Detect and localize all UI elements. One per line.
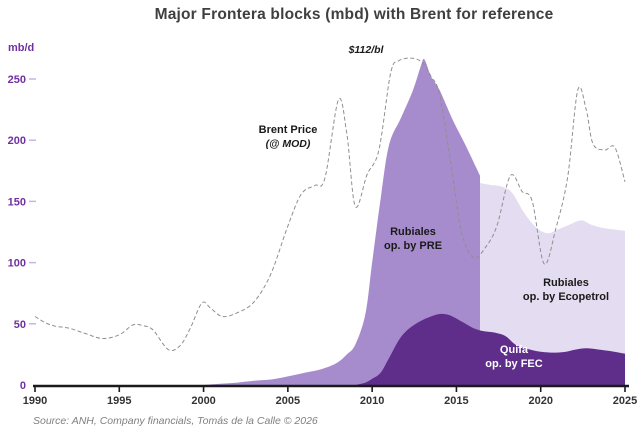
quifa-label-line2: op. by FEC [485, 357, 543, 370]
rubiales-pre-label-line1: Rubiales [390, 226, 436, 238]
brent-price-label-line1: Brent Price [258, 124, 318, 136]
svg-text:150: 150 [8, 196, 26, 208]
svg-text:50: 50 [14, 319, 26, 331]
brent-price-label: Brent Price (@ MOD) [259, 124, 318, 151]
svg-text:2005: 2005 [276, 395, 300, 407]
rubiales-ecopetrol-area [480, 183, 625, 385]
svg-text:2010: 2010 [360, 395, 384, 407]
svg-text:250: 250 [8, 74, 26, 86]
rubiales-pre-label: Rubiales op. by PRE [384, 226, 442, 253]
svg-text:2025: 2025 [613, 395, 637, 407]
rubiales-ecopetrol-label: Rubiales op. by Ecopetrol [523, 277, 609, 304]
svg-text:200: 200 [8, 135, 26, 147]
svg-text:2000: 2000 [191, 395, 215, 407]
svg-text:0: 0 [20, 380, 26, 392]
chart-title: Major Frontera blocks (mbd) with Brent f… [154, 6, 554, 23]
rubiales-ecopetrol-label-line2: op. by Ecopetrol [522, 290, 610, 303]
rubiales-ecopetrol-label-line1: Rubiales [543, 277, 589, 289]
svg-text:1990: 1990 [23, 395, 47, 407]
quifa-label-line1: Quifa [499, 344, 529, 356]
quifa-label: Quifa op. by FEC [485, 344, 542, 371]
rubiales-pre-label-line2: op. by PRE [383, 239, 443, 252]
price-peak-annotation: $112/bl [348, 44, 384, 56]
svg-text:2015: 2015 [444, 395, 468, 407]
brent-price-label-line2: (@ MOD) [265, 137, 311, 150]
rubiales-pre-area [203, 58, 480, 385]
quifa-area [355, 313, 625, 385]
y-axis-unit-label: mb/d [8, 42, 35, 54]
source-note: Source: ANH, Company financials, Tomás d… [33, 415, 318, 427]
axes: 1990 1995 2000 2005 2010 2015 2020 2025 0 50 100 15… [8, 74, 638, 407]
svg-text:1995: 1995 [107, 395, 131, 407]
brent-price-line [34, 57, 626, 352]
svg-text:100: 100 [8, 258, 26, 270]
svg-text:2020: 2020 [528, 395, 552, 407]
